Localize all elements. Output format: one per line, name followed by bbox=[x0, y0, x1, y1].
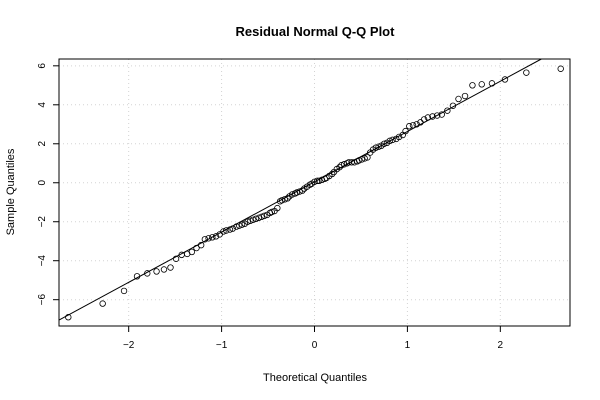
data-point bbox=[444, 107, 451, 114]
x-tick-label: 1 bbox=[405, 340, 411, 351]
y-tick-label: 4 bbox=[37, 102, 48, 108]
data-point bbox=[167, 264, 174, 271]
data-point bbox=[433, 112, 441, 119]
data-point bbox=[501, 76, 509, 83]
data-point bbox=[380, 140, 388, 147]
data-point bbox=[209, 234, 216, 241]
data-point bbox=[389, 136, 396, 144]
reference-line bbox=[58, 58, 542, 321]
chart-title: Residual Normal Q-Q Plot bbox=[236, 24, 396, 39]
data-point bbox=[523, 69, 530, 76]
data-point bbox=[188, 248, 196, 256]
data-point bbox=[314, 177, 321, 185]
x-axis-label: Theoretical Quantiles bbox=[263, 372, 367, 384]
y-tick-label: −6 bbox=[37, 294, 48, 306]
data-point bbox=[386, 137, 393, 145]
data-point bbox=[205, 235, 212, 242]
data-point bbox=[274, 204, 281, 212]
points-layer bbox=[65, 65, 564, 321]
y-tick-label: 2 bbox=[37, 141, 48, 147]
data-point bbox=[364, 154, 371, 161]
data-point bbox=[247, 217, 254, 224]
data-point bbox=[252, 215, 260, 223]
data-point bbox=[249, 216, 257, 223]
data-point bbox=[153, 268, 160, 275]
x-tick-label: 0 bbox=[312, 340, 318, 351]
y-tick-label: 0 bbox=[37, 180, 48, 186]
reference-line-layer bbox=[58, 58, 542, 321]
data-point bbox=[244, 218, 251, 225]
data-point bbox=[557, 65, 564, 72]
data-point bbox=[278, 197, 286, 204]
data-point bbox=[406, 123, 413, 130]
y-axis: −6 −4 −2 0 2 4 6 bbox=[37, 63, 59, 306]
data-point bbox=[455, 95, 462, 103]
x-axis: −2 −1 0 1 2 bbox=[123, 326, 504, 351]
data-point bbox=[99, 300, 106, 307]
y-axis-label: Sample Quantiles bbox=[5, 148, 17, 235]
data-point bbox=[220, 228, 227, 235]
data-point bbox=[372, 144, 380, 151]
data-point bbox=[461, 92, 469, 100]
x-tick-label: 2 bbox=[498, 340, 504, 351]
y-tick-label: 6 bbox=[37, 63, 48, 69]
data-point bbox=[65, 314, 72, 321]
data-point bbox=[478, 81, 485, 88]
data-point bbox=[361, 155, 368, 162]
data-point bbox=[413, 121, 420, 128]
data-point bbox=[120, 287, 128, 295]
data-point bbox=[375, 143, 382, 150]
data-point bbox=[261, 212, 268, 220]
data-point bbox=[160, 266, 168, 273]
data-point bbox=[311, 178, 318, 185]
y-tick-label: −2 bbox=[37, 216, 48, 228]
y-tick-label: −4 bbox=[37, 255, 48, 267]
x-tick-label: −2 bbox=[123, 340, 135, 351]
grid bbox=[59, 59, 570, 326]
data-point bbox=[469, 82, 476, 89]
data-point bbox=[255, 214, 262, 222]
data-point bbox=[268, 208, 275, 216]
data-point bbox=[258, 213, 265, 221]
data-point bbox=[395, 133, 403, 141]
x-tick-label: −1 bbox=[216, 340, 228, 351]
data-point bbox=[238, 221, 246, 228]
